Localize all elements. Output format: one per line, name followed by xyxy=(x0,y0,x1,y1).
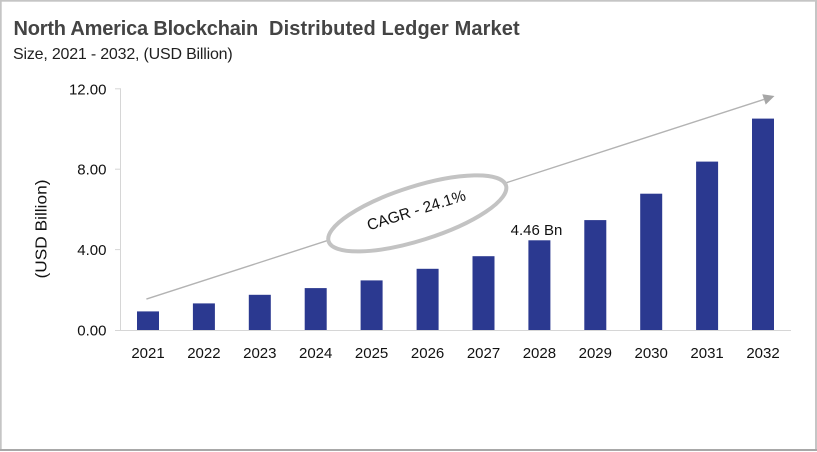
svg-text:2032: 2032 xyxy=(746,345,779,362)
svg-text:2024: 2024 xyxy=(299,345,332,362)
svg-text:2022: 2022 xyxy=(187,345,220,362)
svg-text:2021: 2021 xyxy=(131,345,164,362)
svg-text:(USD Billion): (USD Billion) xyxy=(34,180,51,279)
svg-text:2027: 2027 xyxy=(467,345,500,362)
svg-text:4.00: 4.00 xyxy=(77,242,106,259)
svg-text:North America Blockchain: North America Blockchain xyxy=(14,18,259,40)
svg-text:4.46 Bn: 4.46 Bn xyxy=(511,222,563,239)
svg-text:0.00: 0.00 xyxy=(77,323,106,340)
svg-text:12.00: 12.00 xyxy=(69,81,107,98)
svg-text:8.00: 8.00 xyxy=(77,162,106,179)
svg-text:2023: 2023 xyxy=(243,345,276,362)
svg-text:2029: 2029 xyxy=(579,345,612,362)
svg-text:2026: 2026 xyxy=(411,345,444,362)
svg-text:2028: 2028 xyxy=(523,345,556,362)
svg-text:2025: 2025 xyxy=(355,345,388,362)
svg-text:Size, 2021 - 2032, (USD Billio: Size, 2021 - 2032, (USD Billion) xyxy=(13,46,232,63)
svg-text:Distributed Ledger Market: Distributed Ledger Market xyxy=(269,18,520,40)
svg-text:2031: 2031 xyxy=(690,345,723,362)
svg-text:2030: 2030 xyxy=(635,345,668,362)
